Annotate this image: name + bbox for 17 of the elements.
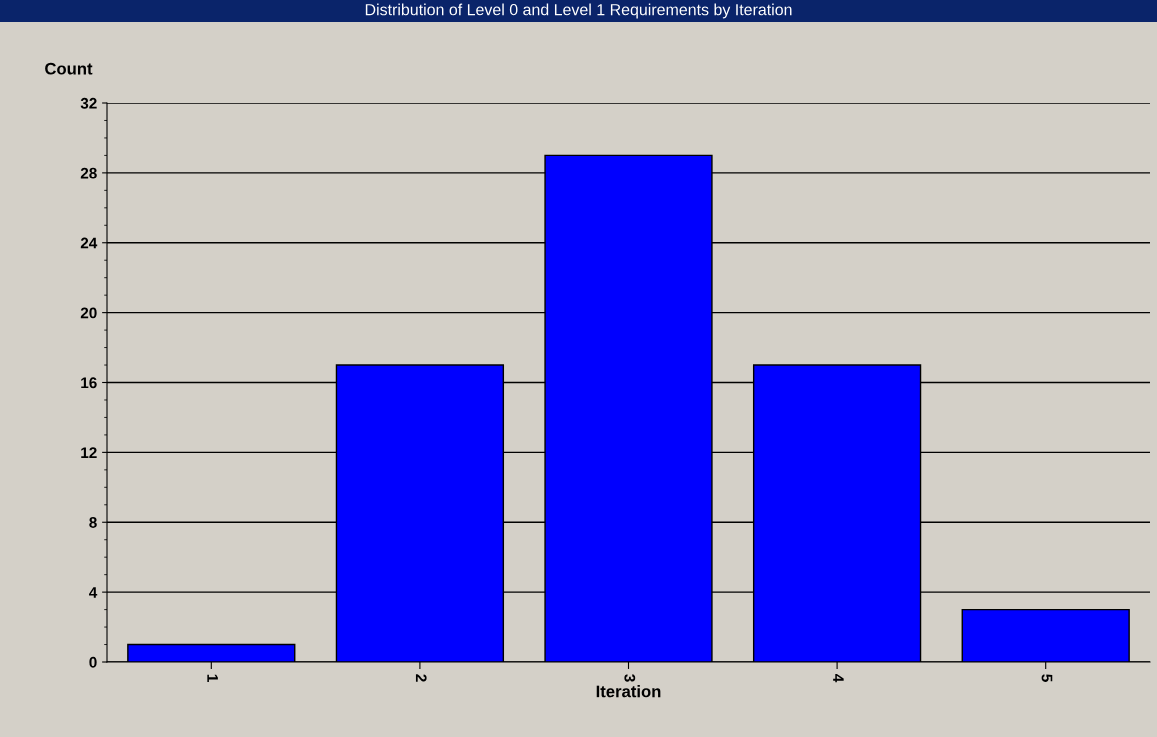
x-tick-label: 1: [207, 674, 218, 682]
x-tick-label: 5: [1041, 674, 1053, 682]
y-tick-label: 16: [81, 377, 97, 389]
x-tick-label: 3: [624, 674, 636, 682]
x-tick-label: 4: [833, 674, 844, 683]
y-tick-label: 20: [80, 307, 97, 319]
y-tick-label: 4: [89, 587, 98, 598]
y-tick-label: 12: [81, 447, 97, 458]
y-tick-label: 24: [80, 237, 98, 249]
chart-title: Distribution of Level 0 and Level 1 Requirements by Iteration: [365, 3, 792, 19]
y-tick-label: 32: [80, 97, 97, 109]
y-axis-title: Count: [45, 62, 93, 75]
x-axis-title: Iteration: [596, 685, 661, 698]
x-tick-label: 2: [415, 674, 427, 682]
y-tick-label: 28: [80, 167, 97, 179]
y-tick-label: 8: [89, 517, 97, 528]
y-tick-label: 0: [89, 656, 97, 668]
